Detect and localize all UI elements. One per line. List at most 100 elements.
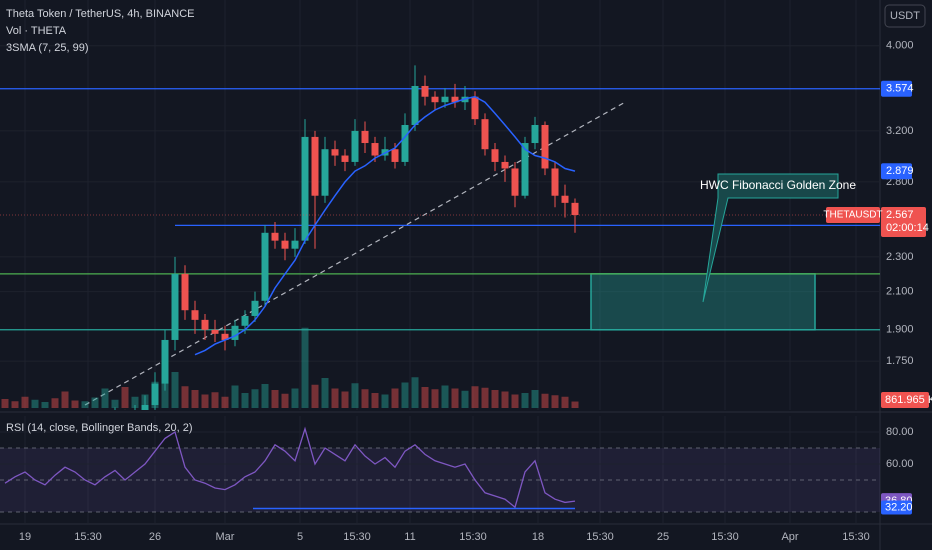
rsi-line-label: 32.20 xyxy=(885,501,913,513)
rsi-title: RSI (14, close, Bollinger Bands, 20, 2) xyxy=(6,422,192,434)
candle-body xyxy=(261,232,269,301)
volume-bar xyxy=(301,327,309,408)
rsi-tick-label: 60.00 xyxy=(886,458,914,470)
volume-bar xyxy=(561,396,569,408)
volume-bar xyxy=(551,395,559,408)
candle-body xyxy=(471,96,479,120)
volume-bar xyxy=(241,393,249,408)
volume-bar xyxy=(181,386,189,408)
annotation-text: HWC Fibonacci Golden Zone xyxy=(700,178,856,192)
volume-bar xyxy=(201,394,209,408)
volume-bar xyxy=(341,391,349,408)
y-tick-label: 1.900 xyxy=(886,324,914,336)
candle-body xyxy=(191,310,199,320)
volume-bar xyxy=(431,389,439,408)
candle-body xyxy=(361,130,369,144)
candle-body xyxy=(571,202,579,215)
candle-body xyxy=(371,143,379,156)
rsi-pane xyxy=(0,416,880,524)
candle-body xyxy=(431,96,439,103)
candle-body xyxy=(171,273,179,340)
sma-line xyxy=(194,95,576,356)
volume-bar xyxy=(571,401,579,408)
candle-body xyxy=(251,300,259,316)
candle-body xyxy=(201,319,209,330)
x-tick-label: Apr xyxy=(781,531,798,543)
candle-body xyxy=(311,136,319,196)
volume-bar xyxy=(271,390,279,408)
volume-bar xyxy=(171,372,179,408)
volume-bar xyxy=(41,402,49,408)
candle-body xyxy=(321,149,329,196)
volume-bar xyxy=(91,397,99,408)
candle-body xyxy=(211,329,219,334)
volume-bar xyxy=(291,388,299,408)
volume-bar xyxy=(541,393,549,408)
candle-body xyxy=(221,333,229,340)
x-tick-label: 15:30 xyxy=(74,531,102,543)
y-tick-label: 2.100 xyxy=(886,286,914,298)
volume-bar xyxy=(441,385,449,408)
volume-bar xyxy=(51,398,59,408)
candle-body xyxy=(241,315,249,326)
volume-bar xyxy=(101,388,109,408)
candle-body xyxy=(181,273,189,311)
volume-bar xyxy=(331,388,339,408)
price-pane xyxy=(0,0,880,410)
last-price-label: 2.567 xyxy=(886,209,914,221)
y-tick-label: 3.200 xyxy=(886,125,914,137)
volume-bar xyxy=(21,396,29,408)
volume-bar xyxy=(31,399,39,408)
volume-bar xyxy=(71,400,79,408)
candle-body xyxy=(141,405,149,410)
volume-bar xyxy=(191,390,199,408)
volume-bar xyxy=(401,382,409,408)
x-tick-label: 15:30 xyxy=(459,531,487,543)
x-tick-label: 19 xyxy=(19,531,31,543)
indicator-title: 3SMA (7, 25, 99) xyxy=(6,42,89,54)
candle-body xyxy=(491,149,499,162)
volume-bar xyxy=(411,377,419,408)
currency-label[interactable]: USDT xyxy=(890,10,920,22)
y-tick-label: 4.000 xyxy=(886,40,914,52)
volume-bar xyxy=(321,378,329,408)
price-badge-label: 3.574 xyxy=(886,83,914,95)
volume-title: Vol · THETA xyxy=(6,25,67,37)
candle-body xyxy=(421,85,429,97)
volume-bar xyxy=(511,394,519,408)
symbol-label: THETAUSDT xyxy=(823,210,882,221)
volume-bar xyxy=(121,387,129,408)
candle-body xyxy=(551,168,559,196)
trendline xyxy=(84,101,626,406)
volume-bar xyxy=(351,383,359,408)
rsi-line xyxy=(4,426,576,509)
volume-badge xyxy=(881,392,929,408)
x-tick-label: 15:30 xyxy=(586,531,614,543)
candle-body xyxy=(541,124,549,169)
volume-bar xyxy=(371,393,379,408)
volume-bar xyxy=(501,391,509,408)
volume-bar xyxy=(361,389,369,408)
symbol-badge xyxy=(826,206,880,223)
x-tick-label: 15:30 xyxy=(343,531,371,543)
currency-button[interactable] xyxy=(884,4,926,28)
volume-bar xyxy=(261,384,269,408)
candle-body xyxy=(451,96,459,103)
candle-body xyxy=(231,325,239,340)
chart-title: Theta Token / TetherUS, 4h, BINANCE xyxy=(6,8,195,20)
candle-body xyxy=(161,339,169,384)
price-badge xyxy=(881,80,912,97)
candle-body xyxy=(301,136,309,241)
candle-body xyxy=(561,195,569,203)
volume-bar xyxy=(471,386,479,408)
candle-body xyxy=(481,119,489,150)
candle-body xyxy=(501,161,509,169)
candle-body xyxy=(401,124,409,162)
volume-bar xyxy=(111,399,119,408)
candle-body xyxy=(521,143,529,196)
x-tick-label: 5 xyxy=(297,531,303,543)
x-tick-label: 15:30 xyxy=(842,531,870,543)
x-tick-label: 25 xyxy=(657,531,669,543)
